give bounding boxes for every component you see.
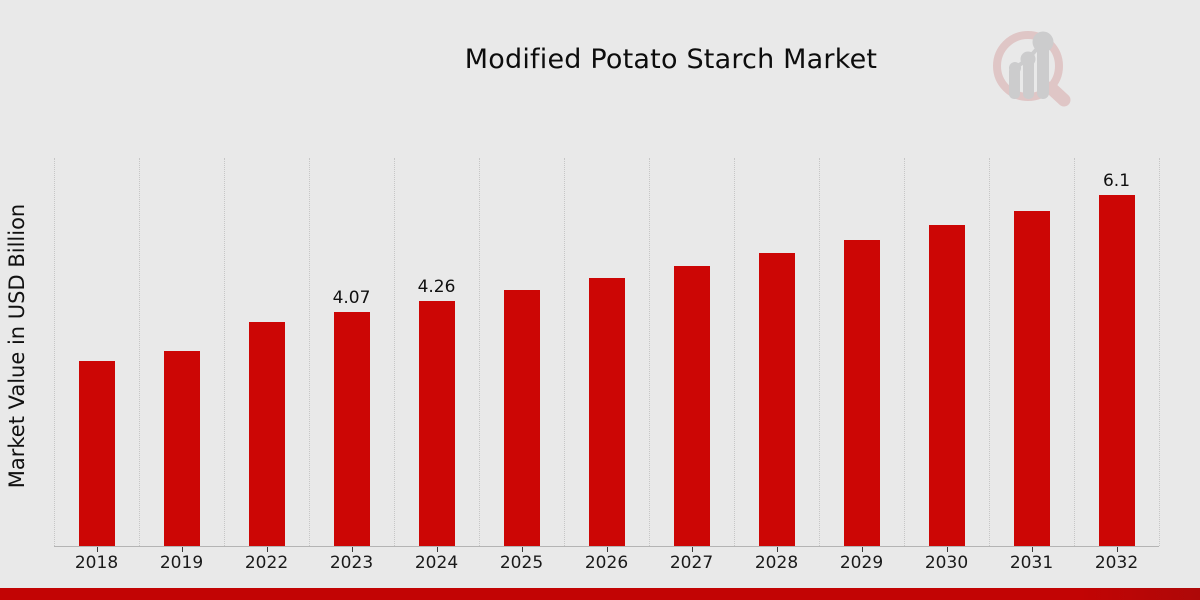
x-axis-tick-2019	[181, 546, 183, 552]
x-axis-tick-2027	[691, 546, 693, 552]
bar-2031	[1013, 211, 1050, 546]
chart-title: Modified Potato Starch Market	[464, 44, 878, 75]
plot-gridline	[989, 158, 990, 546]
x-axis-tick-2028	[776, 546, 778, 552]
bar-2023	[333, 312, 370, 546]
x-axis-label-2026: 2026	[584, 553, 629, 573]
x-axis-tick-2031	[1031, 546, 1033, 552]
x-axis-label-2029: 2029	[839, 553, 884, 573]
x-axis-label-2024: 2024	[414, 553, 459, 573]
x-axis-tick-2029	[861, 546, 863, 552]
plot-gridline	[309, 158, 310, 546]
bar-2024	[418, 301, 455, 546]
plot-gridline	[224, 158, 225, 546]
x-axis-tick-2030	[946, 546, 948, 552]
plot-gridline	[479, 158, 480, 546]
bar-2027	[673, 266, 710, 546]
x-axis-label-2031: 2031	[1009, 553, 1054, 573]
bar-2018	[78, 361, 115, 546]
x-axis-tick-2024	[436, 546, 438, 552]
bottom-ribbon	[0, 588, 1200, 600]
plot-gridline	[734, 158, 735, 546]
x-axis-label-2019: 2019	[159, 553, 204, 573]
bar-2028	[758, 253, 795, 546]
plot-gridline	[1074, 158, 1075, 546]
x-axis-label-2032: 2032	[1094, 553, 1139, 573]
plot-gridline	[1159, 158, 1160, 546]
bar-2025	[503, 290, 540, 546]
x-axis-tick-2023	[351, 546, 353, 552]
x-axis-tick-2022	[266, 546, 268, 552]
bar-value-label-2023: 4.07	[332, 288, 371, 308]
magnifier-trend-chart-logo-icon	[993, 31, 1071, 107]
bar-value-label-2032: 6.1	[1102, 171, 1131, 191]
plot-gridline	[819, 158, 820, 546]
plot-gridline	[564, 158, 565, 546]
x-axis-tick-2026	[606, 546, 608, 552]
plot-gridline	[394, 158, 395, 546]
x-axis-label-2023: 2023	[329, 553, 374, 573]
bar-value-label-2024: 4.26	[417, 277, 456, 297]
x-axis-tick-2032	[1116, 546, 1118, 552]
bar-2019	[163, 351, 200, 546]
bar-2030	[928, 225, 965, 546]
x-axis-tick-2025	[521, 546, 523, 552]
x-axis-tick-2018	[96, 546, 98, 552]
x-axis-label-2028: 2028	[754, 553, 799, 573]
plot-gridline	[649, 158, 650, 546]
x-axis-label-2018: 2018	[74, 553, 119, 573]
x-axis-label-2030: 2030	[924, 553, 969, 573]
x-axis-label-2022: 2022	[244, 553, 289, 573]
x-axis-label-2027: 2027	[669, 553, 714, 573]
bar-2022	[248, 322, 285, 546]
x-axis-label-2025: 2025	[499, 553, 544, 573]
x-axis-line	[54, 546, 1159, 547]
bar-2029	[843, 240, 880, 546]
bar-2026	[588, 278, 625, 546]
bar-2032	[1098, 195, 1135, 546]
plot-gridline	[54, 158, 55, 546]
plot-gridline	[139, 158, 140, 546]
plot-gridline	[904, 158, 905, 546]
